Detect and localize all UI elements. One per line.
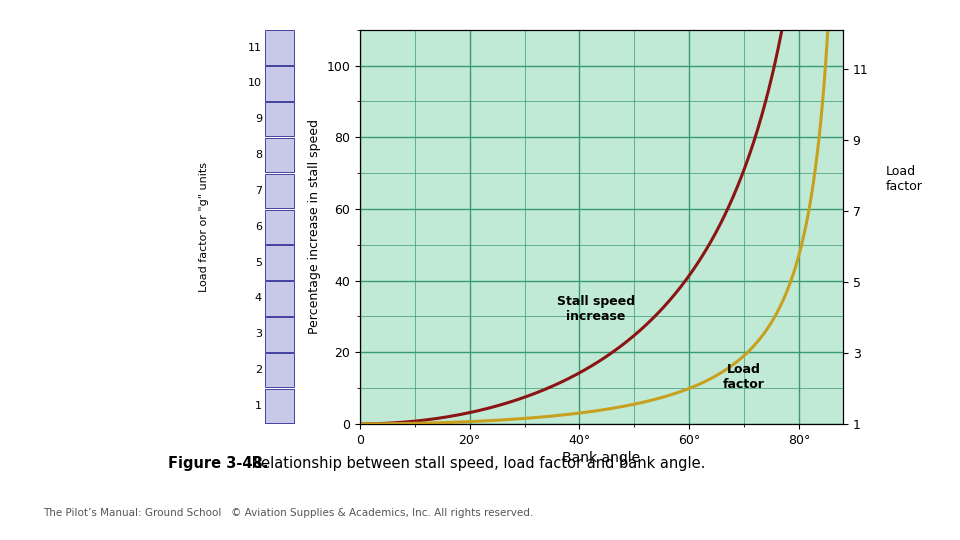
Bar (265, 174, 294, 208)
Text: Stall speed
increase: Stall speed increase (557, 295, 635, 323)
Bar (265, 138, 294, 172)
Text: 5: 5 (255, 258, 262, 268)
Text: Load factor or "g" units: Load factor or "g" units (200, 162, 209, 292)
Bar (265, 210, 294, 244)
Bar (265, 281, 294, 316)
Bar (265, 66, 294, 100)
Y-axis label: Percentage increase in stall speed: Percentage increase in stall speed (308, 119, 321, 334)
Text: 8: 8 (254, 150, 262, 160)
Text: The Pilot’s Manual: Ground School   © Aviation Supplies & Academics, Inc. All ri: The Pilot’s Manual: Ground School © Avia… (43, 508, 533, 518)
Text: 6: 6 (255, 222, 262, 232)
Text: 10: 10 (248, 78, 262, 89)
Text: 3: 3 (255, 329, 262, 339)
Bar (265, 353, 294, 387)
Text: 1: 1 (255, 401, 262, 411)
Text: 11: 11 (248, 43, 262, 52)
Text: 7: 7 (254, 186, 262, 196)
Text: 4: 4 (254, 293, 262, 303)
Bar (265, 30, 294, 65)
Text: Load
factor: Load factor (886, 165, 923, 193)
Text: Load
factor: Load factor (723, 363, 765, 392)
Text: Relationship between stall speed, load factor and bank angle.: Relationship between stall speed, load f… (247, 456, 705, 471)
Bar (265, 389, 294, 423)
Text: 2: 2 (254, 365, 262, 375)
Bar (265, 246, 294, 280)
Bar (265, 102, 294, 137)
Text: 9: 9 (254, 114, 262, 124)
Bar (265, 317, 294, 352)
X-axis label: Bank angle: Bank angle (563, 451, 640, 465)
Text: Figure 3-48.: Figure 3-48. (168, 456, 269, 471)
